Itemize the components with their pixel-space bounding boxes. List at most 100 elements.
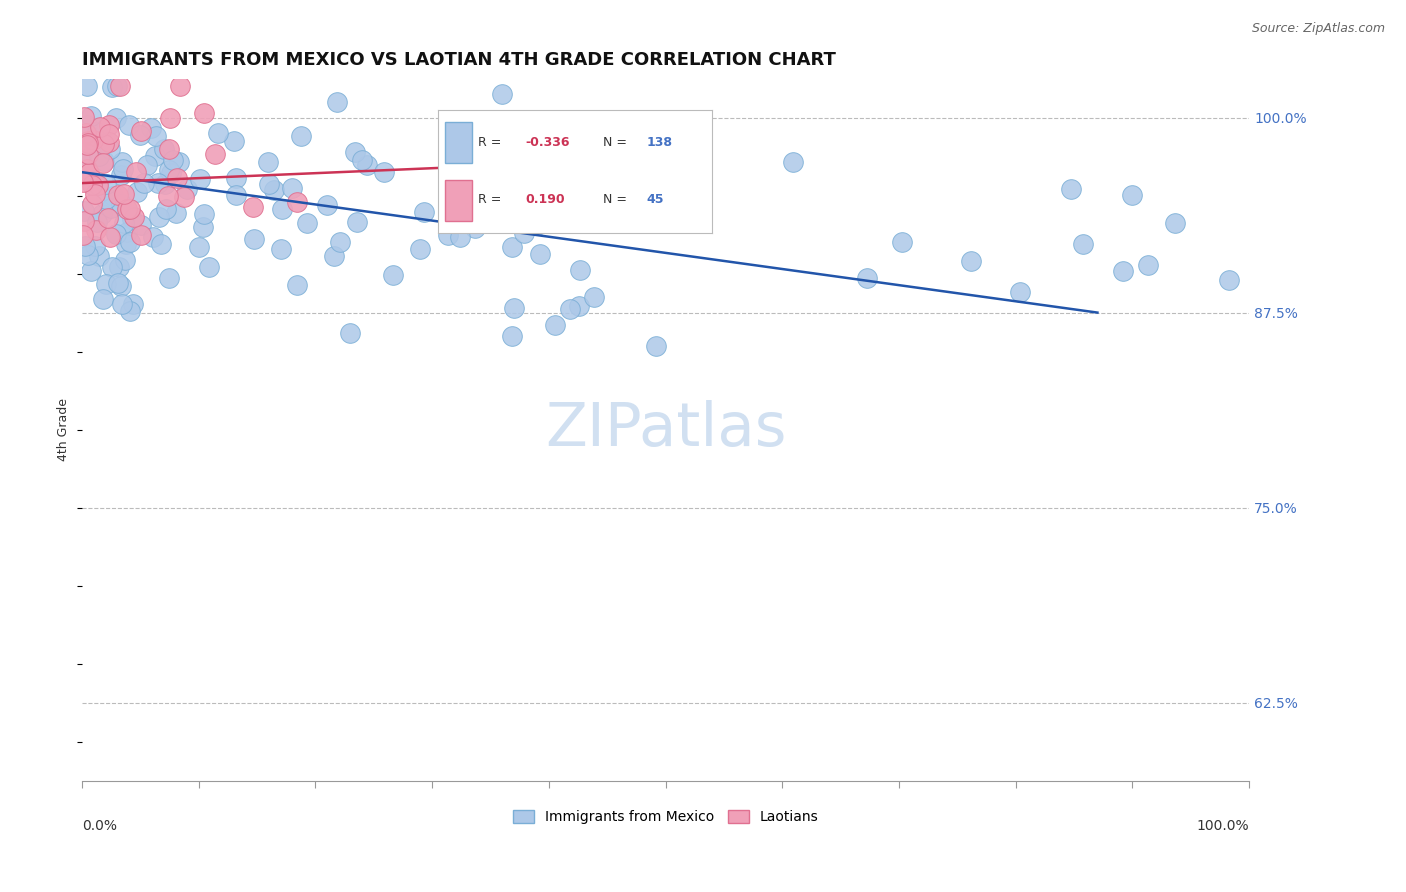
Point (285, 277, 308, 292)
Point (97, 211, 120, 225)
Point (207, 126, 229, 140)
Point (89, 120, 111, 134)
Point (125, 185, 148, 199)
Point (167, 154, 190, 169)
Point (166, 171, 188, 186)
Y-axis label: 4th Grade: 4th Grade (58, 398, 70, 461)
Point (80, 178, 103, 192)
Point (100, 201, 122, 215)
Point (83, 239, 105, 253)
Point (86, 125, 108, 139)
Point (148, 176, 170, 190)
Point (98, 127, 121, 141)
Point (538, 168, 561, 182)
Point (339, 326, 361, 340)
Point (112, 186, 135, 201)
Point (259, 178, 281, 192)
Point (295, 217, 318, 231)
Point (129, 227, 152, 242)
Point (558, 302, 581, 317)
Point (139, 120, 162, 135)
Point (128, 128, 150, 142)
Point (80, 109, 103, 123)
Point (157, 142, 180, 156)
Point (112, 216, 135, 230)
Point (122, 297, 145, 311)
Point (87, 249, 110, 263)
Point (1137, 258, 1160, 272)
Point (344, 145, 367, 159)
Point (160, 166, 183, 180)
Point (1121, 188, 1143, 202)
Point (437, 227, 460, 242)
Point (193, 106, 215, 120)
Point (352, 153, 374, 167)
Point (76, 135, 98, 149)
Point (75, 239, 97, 253)
Point (501, 240, 523, 254)
Point (356, 158, 378, 172)
Point (70, 146, 93, 161)
Point (121, 211, 143, 226)
Point (152, 142, 174, 156)
Point (120, 202, 142, 216)
Point (73, 214, 96, 228)
Point (491, 87, 513, 101)
Point (329, 235, 352, 250)
Point (101, 260, 124, 274)
Point (413, 205, 436, 219)
Point (323, 249, 346, 263)
Point (569, 263, 592, 277)
Point (76, 119, 98, 133)
Point (1008, 285, 1031, 300)
Point (118, 235, 141, 249)
Point (76, 79, 98, 94)
Point (959, 253, 981, 268)
Point (82, 133, 104, 147)
Point (222, 134, 245, 148)
Point (93, 136, 115, 151)
Point (509, 185, 531, 199)
Point (118, 304, 141, 318)
Point (157, 189, 180, 203)
Point (225, 187, 247, 202)
Point (501, 329, 523, 343)
Point (91, 207, 114, 221)
Point (373, 165, 395, 179)
Point (80, 196, 103, 211)
Point (115, 225, 138, 239)
Text: IMMIGRANTS FROM MEXICO VS LAOTIAN 4TH GRADE CORRELATION CHART: IMMIGRANTS FROM MEXICO VS LAOTIAN 4TH GR… (82, 51, 835, 69)
Point (1071, 237, 1094, 252)
Point (225, 171, 247, 186)
Point (198, 260, 221, 275)
Point (165, 206, 187, 220)
Point (143, 148, 166, 162)
Point (105, 79, 128, 94)
Point (97, 135, 120, 149)
Point (605, 161, 627, 176)
Point (191, 219, 214, 234)
Point (270, 202, 292, 216)
Point (122, 210, 145, 224)
Point (125, 165, 148, 179)
Point (176, 182, 198, 196)
Point (94, 177, 117, 191)
Point (145, 129, 167, 144)
Point (155, 202, 177, 216)
Point (568, 300, 591, 314)
Point (107, 188, 129, 202)
Point (470, 208, 492, 222)
Point (98, 142, 121, 156)
Point (346, 215, 368, 229)
Point (157, 271, 180, 285)
Point (645, 339, 668, 353)
Point (76, 138, 98, 153)
Point (162, 153, 184, 167)
Point (1112, 263, 1135, 277)
Point (409, 243, 432, 257)
Legend: Immigrants from Mexico, Laotians: Immigrants from Mexico, Laotians (508, 805, 824, 830)
Point (316, 198, 339, 212)
Point (516, 172, 538, 186)
Point (110, 279, 132, 293)
Point (89, 149, 111, 163)
